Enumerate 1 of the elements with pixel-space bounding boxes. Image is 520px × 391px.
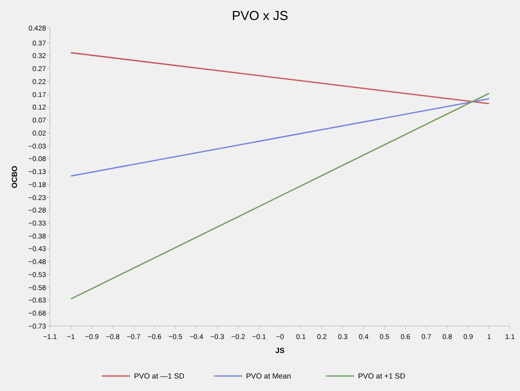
chart-title: PVO x JS xyxy=(232,8,288,23)
